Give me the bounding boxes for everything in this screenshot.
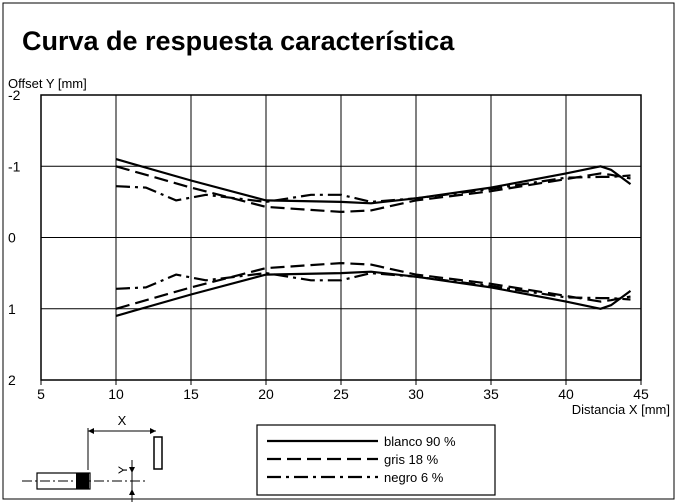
grid-layer: [41, 95, 641, 380]
series-layer: [115, 158, 632, 317]
x-tick-label: 15: [183, 386, 199, 402]
series-line-dashed-lower: [115, 262, 631, 310]
y-tick-label: -2: [8, 87, 21, 103]
chart-title: Curva de respuesta característica: [22, 26, 455, 56]
tick-layer: 5 10 15 20 25 30 35 40 45 -2 -1 0 1 2: [8, 87, 649, 402]
y-tick-label: 0: [8, 230, 16, 246]
x-tick-label: 10: [108, 386, 124, 402]
y-dimension-label: Y: [116, 466, 130, 474]
legend: blanco 90 % gris 18 % negro 6 %: [267, 434, 456, 485]
legend-box: [256, 424, 496, 496]
sensor-diagram: X Y: [22, 413, 163, 502]
target-plate: [153, 436, 163, 470]
legend-label: gris 18 %: [384, 452, 439, 467]
x-tick-label: 25: [333, 386, 349, 402]
x-tick-label: 40: [558, 386, 574, 402]
x-tick-label: 5: [37, 386, 45, 402]
x-tick-label: 20: [258, 386, 274, 402]
x-tick-label: 45: [633, 386, 649, 402]
y-dimension-arrows: [129, 467, 135, 495]
series-line-dashed-upper: [115, 165, 631, 213]
y-tick-label: 2: [8, 372, 16, 388]
legend-label: negro 6 %: [384, 470, 444, 485]
y-tick-label: 1: [8, 301, 16, 317]
y-axis-label: Offset Y [mm]: [8, 76, 87, 91]
legend-label: blanco 90 %: [384, 434, 456, 449]
y-tick-label: -1: [8, 158, 21, 174]
x-dimension-label: X: [118, 413, 127, 428]
x-tick-label: 35: [483, 386, 499, 402]
x-axis-label: Distancia X [mm]: [572, 402, 670, 417]
series-line-dashdot-lower: [115, 272, 631, 301]
x-tick-label: 30: [408, 386, 424, 402]
series-line-dashdot-upper: [115, 174, 631, 203]
